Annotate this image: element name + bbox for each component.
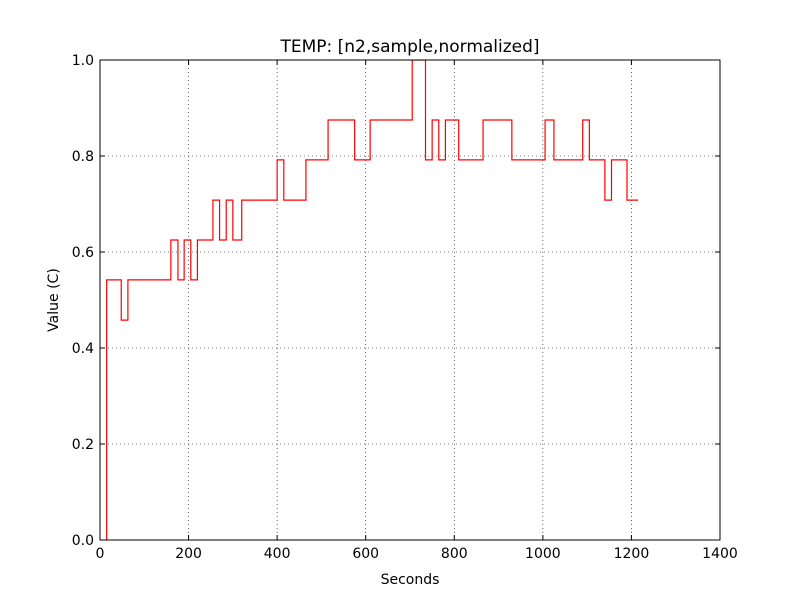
y-tick-label: 0.6	[72, 245, 94, 261]
grid-lines	[100, 60, 720, 540]
x-tick-label: 0	[96, 546, 105, 562]
x-tick-label: 1400	[702, 546, 738, 562]
x-tick-label: 800	[441, 546, 468, 562]
x-tick-label: 200	[175, 546, 202, 562]
x-tick-label: 1200	[614, 546, 650, 562]
x-tick-label: 600	[352, 546, 379, 562]
y-tick-label: 0.8	[72, 149, 94, 165]
plot-area	[100, 60, 720, 540]
x-tick-label: 400	[264, 546, 291, 562]
y-tick-label: 0.0	[72, 533, 94, 549]
y-tick-label: 0.2	[72, 437, 94, 453]
x-axis-label: Seconds	[381, 572, 440, 588]
x-tick-label: 1000	[525, 546, 561, 562]
y-tick-label: 0.4	[72, 341, 94, 357]
chart-title: TEMP: [n2,sample,normalized]	[279, 37, 539, 57]
plot-frame	[99, 59, 721, 541]
series-line	[105, 60, 639, 540]
y-axis-label: Value (C)	[46, 268, 62, 332]
series-layer	[105, 60, 639, 540]
y-tick-label: 1.0	[72, 53, 94, 69]
axis-tick-labels: 0 200 400 600 800 1000 1200 1400 0.0 0.2 0.4 0.6 0.8…	[72, 53, 738, 562]
axis-ticks	[99, 59, 721, 541]
